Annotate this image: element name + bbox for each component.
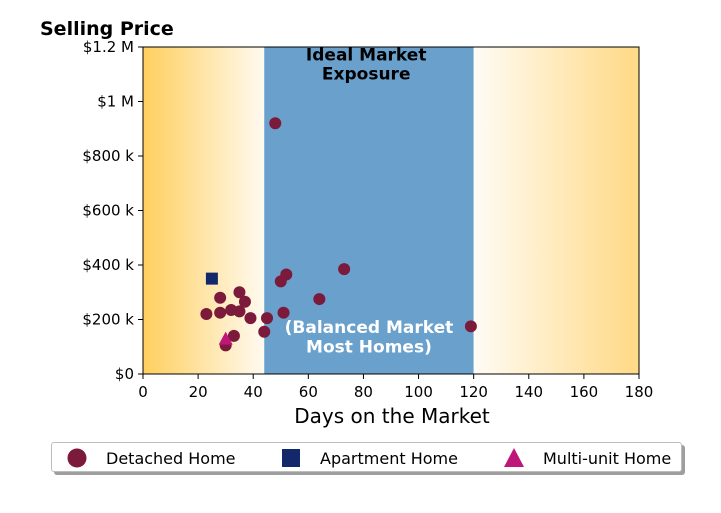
x-axis: 0 20 40 60 80 100 120 140 160 180: [138, 374, 653, 401]
detached-home-point: [258, 325, 271, 338]
detached-home-point: [280, 268, 293, 281]
y-tick-label: $200 k: [82, 311, 134, 329]
detached-home-point: [269, 117, 282, 130]
detached-home-point: [200, 308, 213, 321]
chart-title: Selling Price: [40, 18, 174, 40]
annotation-text: Exposure: [322, 65, 411, 85]
annotation-text: (Balanced Market: [285, 318, 454, 338]
x-tick-label: 60: [299, 383, 318, 401]
legend-label: Detached Home: [106, 448, 236, 468]
legend-item-apartment-home: Apartment Home: [280, 446, 458, 470]
y-tick-label: $1.2 M: [83, 38, 134, 56]
annotation-text: Ideal Market: [306, 46, 427, 66]
y-tick-label: $400 k: [82, 256, 134, 274]
x-tick-label: 180: [625, 383, 654, 401]
x-tick-label: 0: [138, 383, 148, 401]
legend-item-multi-unit-home: Multi-unit Home: [503, 446, 671, 470]
detached-home-point: [214, 306, 227, 319]
ideal-market-band: [264, 47, 474, 374]
x-tick-label: 80: [354, 383, 373, 401]
x-tick-label: 20: [189, 383, 208, 401]
multi-unit-home-point: [218, 331, 233, 345]
data-points: [200, 117, 477, 352]
legend-label: Multi-unit Home: [543, 448, 672, 468]
y-tick-label: $600 k: [82, 202, 134, 220]
x-tick-label: 160: [570, 383, 599, 401]
y-tick-label: $1 M: [97, 93, 134, 111]
detached-home-point: [338, 263, 351, 276]
detached-home-point: [313, 293, 326, 306]
detached-home-point: [214, 291, 227, 304]
y-tick-label: $0: [115, 365, 134, 383]
legend-item-detached-home: Detached Home: [66, 446, 236, 470]
y-tick-label: $800 k: [82, 147, 134, 165]
plot-background: [143, 47, 639, 374]
x-axis-label: Days on the Market: [294, 404, 490, 428]
detached-home-point: [261, 312, 273, 325]
triangle-marker-icon: [503, 447, 525, 469]
detached-home-point: [238, 295, 251, 308]
right-gradient-area: [473, 47, 639, 374]
detached-home-point: [464, 320, 477, 333]
legend-label: Apartment Home: [320, 448, 458, 468]
detached-home-point: [227, 329, 240, 342]
detached-home-point: [244, 312, 257, 325]
detached-home-point: [233, 305, 246, 318]
left-gradient-area: [143, 47, 265, 374]
detached-home-point: [277, 306, 290, 319]
square-marker-icon: [280, 447, 302, 469]
legend: Detached Home Apartment Home Multi-unit …: [51, 442, 682, 472]
apartment-home-point: [205, 272, 218, 285]
x-tick-label: 100: [404, 383, 433, 401]
y-axis: $0 $200 k $400 k $600 k $800 k $1 M $1.2 M: [82, 38, 143, 383]
detached-home-point: [233, 286, 246, 299]
circle-marker-icon: [66, 447, 88, 469]
x-tick-label: 40: [244, 383, 263, 401]
x-tick-label: 120: [459, 383, 488, 401]
x-tick-label: 140: [514, 383, 543, 401]
annotation-text: Most Homes): [306, 338, 432, 358]
